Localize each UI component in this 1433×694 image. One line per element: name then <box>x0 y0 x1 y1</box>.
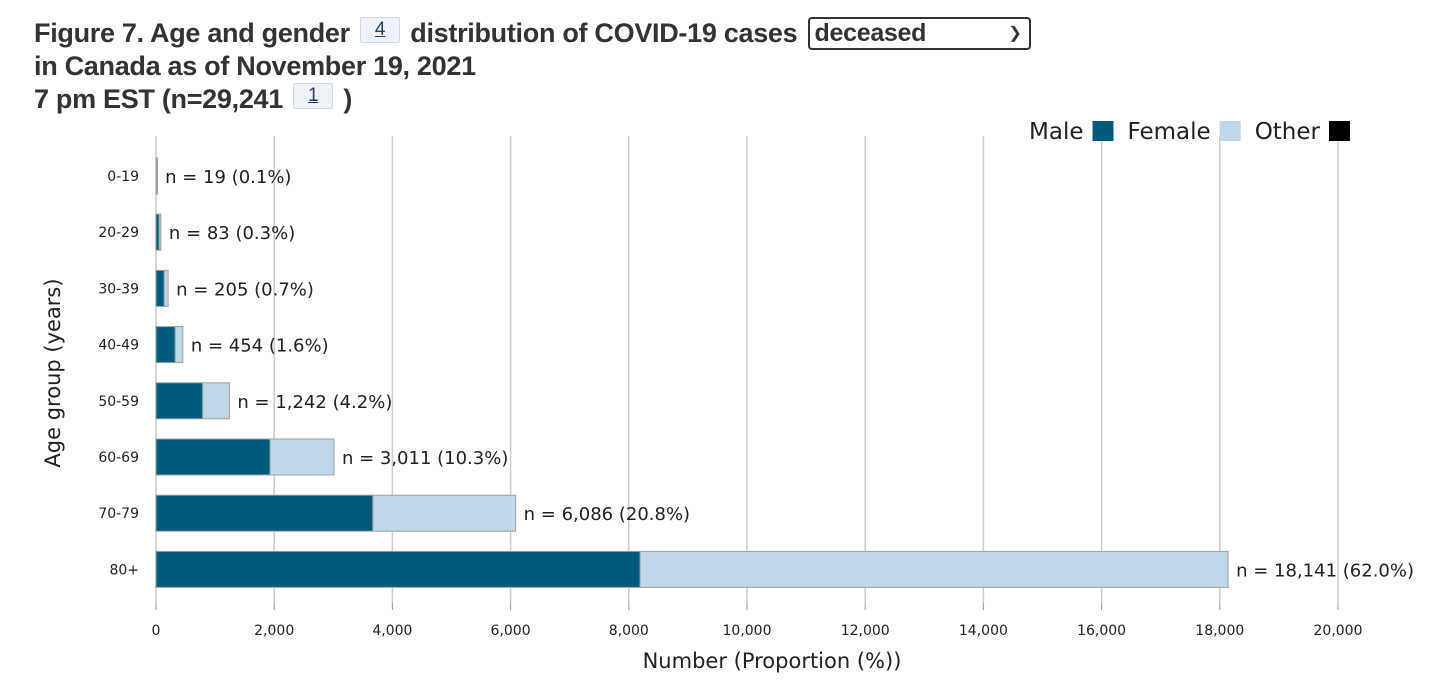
legend-label-female: Female <box>1128 119 1211 145</box>
x-axis: 0 2,000 4,000 6,000 8,000 10,000 12,000 14,000 1… <box>152 603 1363 639</box>
bar-data-label: n = 1,242 (4.2%) <box>237 392 392 413</box>
x-tick-label: 18,000 <box>1195 623 1244 639</box>
bar-segment-female[interactable] <box>372 494 517 532</box>
case-type-select[interactable]: deceased ❯ <box>807 17 1031 50</box>
title-line2: 7 pm EST (n=29,241 <box>34 84 283 114</box>
x-tick-label: 8,000 <box>609 623 649 639</box>
x-tick-label: 10,000 <box>723 623 772 639</box>
bar-segment-male[interactable] <box>155 269 165 307</box>
legend-swatch-male <box>1092 121 1114 141</box>
bar-data-label: n = 454 (1.6%) <box>191 336 329 357</box>
bar-segment-male[interactable] <box>155 494 374 532</box>
x-tick-label: 20,000 <box>1314 623 1363 639</box>
x-tick-label: 14,000 <box>959 623 1008 639</box>
bar-data-label: n = 6,086 (20.8%) <box>524 504 690 525</box>
case-type-selected-value: deceased <box>814 19 927 47</box>
y-category-label: 20-29 <box>98 225 139 241</box>
y-category-label: 30-39 <box>98 281 139 297</box>
y-category-label: 80+ <box>109 562 139 578</box>
bar-segment-female[interactable] <box>156 157 159 195</box>
bar-data-label: n = 3,011 (10.3%) <box>342 448 508 469</box>
legend-swatch-other <box>1329 121 1350 141</box>
chart-bars: n = 19 (0.1%) n = 83 (0.3%) n = 205 (0.7%)… <box>155 157 1414 588</box>
bar-data-label: n = 205 (0.7%) <box>176 279 314 300</box>
bar-segment-female[interactable] <box>269 438 335 476</box>
title-text-part1: Figure 7. Age and gender <box>34 18 350 48</box>
y-category-label: 0-19 <box>107 169 139 185</box>
x-tick-label: 6,000 <box>491 623 531 639</box>
bar-segment-male[interactable] <box>155 382 204 420</box>
chart-legend: Other Female Male <box>1029 119 1350 145</box>
chart-gridlines <box>155 136 1339 603</box>
bar-segment-male[interactable] <box>155 326 176 364</box>
x-axis-label: Number (Proportion (%)) <box>643 649 902 673</box>
y-category-label: 60-69 <box>98 450 139 466</box>
y-category-label: 50-59 <box>98 394 139 410</box>
x-tick-label: 4,000 <box>372 623 412 639</box>
title-text-part2: distribution of COVID-19 cases <box>410 18 798 48</box>
x-tick-label: 12,000 <box>841 623 890 639</box>
bar-segment-male[interactable] <box>155 438 271 476</box>
y-category-label: 70-79 <box>98 506 139 522</box>
footnote-link-1[interactable]: 1 <box>293 83 334 109</box>
title-text-part3: in Canada as of November 19, 2021 <box>34 51 476 81</box>
bar-segment-female[interactable] <box>174 326 184 364</box>
legend-label-other: Other <box>1255 119 1321 145</box>
chevron-down-icon: ❯ <box>1008 25 1022 42</box>
y-category-label: 40-49 <box>98 338 139 354</box>
y-axis: 0-19 20-29 30-39 40-49 50-59 60-69 70-79 80+ <box>98 169 139 578</box>
bar-segment-female[interactable] <box>639 550 1229 588</box>
bar-segment-female[interactable] <box>163 269 169 307</box>
title-close-paren: ) <box>343 84 353 114</box>
legend-label-male: Male <box>1029 119 1083 145</box>
bar-data-label: n = 83 (0.3%) <box>169 223 295 244</box>
bar-data-label: n = 18,141 (62.0%) <box>1236 560 1414 581</box>
bar-data-label: n = 19 (0.1%) <box>165 167 291 188</box>
legend-swatch-female <box>1219 121 1241 141</box>
y-axis-label: Age group (years) <box>41 278 65 467</box>
x-tick-label: 16,000 <box>1077 623 1126 639</box>
footnote-link-4[interactable]: 4 <box>360 17 401 43</box>
bar-segment-female[interactable] <box>202 382 230 420</box>
bar-segment-male[interactable] <box>155 550 641 588</box>
x-tick-label: 0 <box>152 623 161 639</box>
bar-segment-female[interactable] <box>158 213 162 251</box>
x-tick-label: 2,000 <box>254 623 294 639</box>
figure-title: Figure 7. Age and gender 4 distribution … <box>34 17 1429 116</box>
